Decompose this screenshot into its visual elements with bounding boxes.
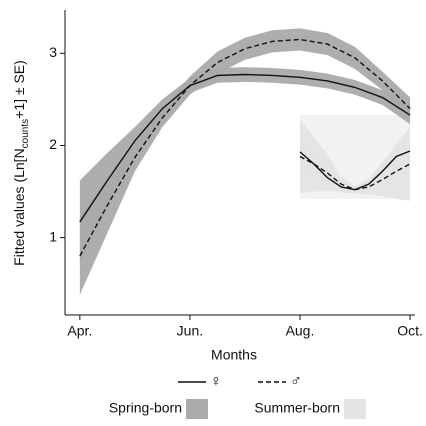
legend-swatch [344,399,366,419]
y-title-sub: counts [20,119,31,148]
line [79,38,411,257]
y-tick-label: 1 [49,228,57,244]
legend-swatch [186,399,208,419]
legend-label: Spring-born [109,400,182,416]
se-band [299,119,411,201]
line [299,155,411,191]
y-title-part: Fitted values (Ln[N [11,148,27,266]
x-tick-label: Jun. [177,323,203,339]
y-title-part: +1] ± SE) [11,60,27,119]
x-tick-label: Oct. [397,323,423,339]
legend-label: ♀ [210,373,222,390]
legend-label: ♂ [290,373,302,390]
y-axis-title: Fitted values (Ln[Ncounts+1] ± SE) [11,60,31,266]
legend-label: Summer-born [254,400,340,416]
line [79,73,411,223]
y-tick-label: 2 [49,136,57,152]
x-tick-label: Apr. [67,323,92,339]
y-tick-label: 3 [49,44,57,60]
x-tick-label: Aug. [286,323,315,339]
x-axis-title: Months [211,347,257,363]
